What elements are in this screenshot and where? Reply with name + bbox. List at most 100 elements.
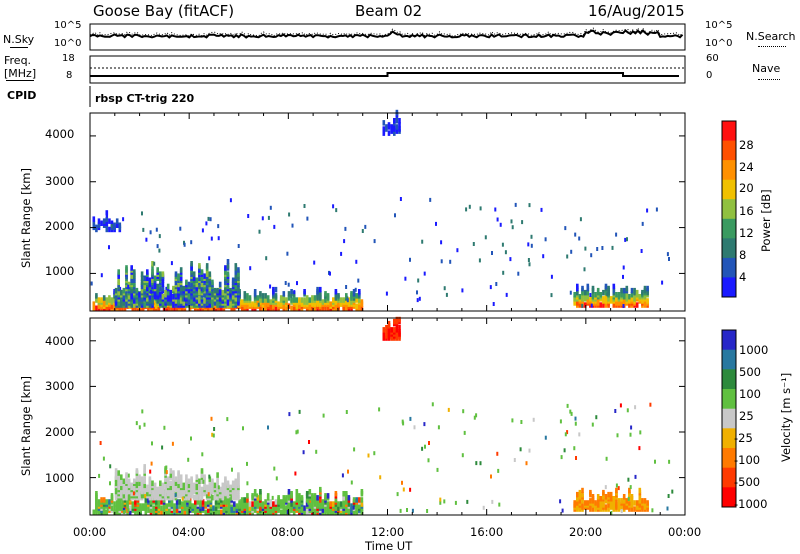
- velocity-cell-2: [630, 506, 634, 512]
- power-cell-1: [221, 289, 225, 296]
- velocity-scatter-point: [202, 479, 205, 484]
- power-cell-0: [110, 297, 114, 303]
- velocity-cell-1: [169, 480, 173, 486]
- velocity-scatter-point: [532, 417, 535, 422]
- velocity-cell-0: [329, 509, 332, 515]
- velocity-cell-2: [604, 504, 608, 510]
- velocity-scatter-point: [566, 430, 569, 435]
- power-scatter-point: [530, 234, 533, 239]
- power-cell-2: [622, 287, 626, 294]
- noise-right-tick-bottom: 10^0: [705, 38, 733, 49]
- velocity-cell-2: [630, 494, 634, 500]
- velocity-scatter-point: [439, 500, 442, 505]
- velocity-cell-0: [300, 495, 304, 501]
- velocity-cell-0: [227, 507, 231, 513]
- velocity-scatter-point: [569, 409, 572, 414]
- velocity-cell-1: [231, 494, 235, 501]
- velocity-cell-0: [350, 507, 353, 513]
- power-scatter-point: [201, 228, 204, 233]
- velocity-cbar-tick-100: 100: [739, 387, 761, 401]
- velocity-cell-0: [259, 505, 262, 511]
- velocity-cell-1: [127, 494, 131, 501]
- power-cell-0: [123, 305, 127, 311]
- velocity-cell-1: [190, 476, 193, 482]
- velocity-scatter-point: [629, 485, 632, 490]
- velocity-cell-0: [173, 503, 176, 509]
- power-scatter-point: [472, 242, 475, 246]
- velocity-colorbar-swatch: [722, 467, 736, 488]
- velocity-scatter-point: [426, 509, 429, 513]
- velocity-cell-1: [169, 484, 173, 491]
- power-cell-1: [120, 300, 123, 306]
- velocity-cell-2: [596, 494, 600, 500]
- power-cbar-tick-4: 4: [739, 270, 747, 284]
- power-cell-1: [174, 271, 178, 277]
- power-cell-1: [203, 298, 206, 304]
- power-scatter-point: [527, 242, 530, 247]
- velocity-cell-0: [253, 507, 257, 513]
- velocity-scatter-point: [463, 430, 466, 435]
- power-cell-0: [324, 305, 327, 311]
- power-scatter-point: [399, 197, 402, 201]
- power-cell-0: [358, 289, 361, 295]
- power-cell-0: [272, 286, 275, 293]
- power-cell-1: [148, 277, 152, 283]
- velocity-cell-0: [319, 486, 322, 493]
- velocity-cell-2: [607, 491, 610, 498]
- power-scatter-point: [668, 257, 670, 261]
- power-cell-1: [198, 275, 201, 281]
- velocity-scatter-point: [561, 508, 564, 513]
- velocity-cell-2: [628, 487, 631, 494]
- power-cell-1: [130, 287, 133, 294]
- power-scatter-point: [306, 216, 309, 221]
- velocity-cell-1: [153, 482, 157, 489]
- power-scatter-point: [269, 284, 272, 289]
- power-cell-2: [641, 298, 644, 304]
- velocity-cell-1: [166, 476, 170, 482]
- velocity-cell-1: [135, 480, 139, 486]
- power-cell-1: [226, 283, 230, 290]
- velocity-scatter-point: [525, 461, 528, 466]
- velocity-cell-0: [277, 505, 280, 511]
- power-scatter-point: [155, 227, 158, 232]
- velocity-scatter-point: [627, 477, 630, 482]
- power-cell-2: [635, 289, 639, 296]
- power-cell-1: [130, 265, 133, 271]
- power-cell-0: [233, 305, 236, 311]
- power-cell-1: [153, 289, 157, 296]
- power-scatter-point: [456, 248, 459, 253]
- velocity-scatter-point: [138, 425, 141, 430]
- velocity-cell-1: [138, 474, 141, 480]
- power-ytick-3000: 3000: [45, 174, 75, 188]
- velocity-scatter-point: [462, 409, 465, 414]
- power-scatter-point: [494, 207, 497, 212]
- power-cell-1: [140, 279, 144, 286]
- velocity-scatter-point: [298, 409, 301, 414]
- velocity-scatter-point: [482, 505, 485, 510]
- velocity-cell-0: [246, 497, 249, 503]
- power-scatter-point: [261, 216, 264, 221]
- power-cell-0: [355, 303, 358, 309]
- power-scatter-point: [590, 303, 593, 308]
- power-scatter-point: [550, 274, 553, 279]
- velocity-scatter-point: [563, 448, 566, 453]
- power-cell-0: [303, 297, 306, 303]
- velocity-cell-3: [393, 327, 396, 333]
- velocity-scatter-point: [620, 509, 623, 514]
- power-cell-1: [125, 292, 128, 298]
- power-cell-1: [143, 302, 146, 308]
- velocity-cell-1: [208, 476, 212, 482]
- power-cell-1: [203, 302, 206, 308]
- power-cell-0: [266, 295, 270, 301]
- power-cell-1: [195, 277, 199, 283]
- velocity-scatter-point: [544, 435, 547, 440]
- velocity-cell-3: [390, 327, 393, 333]
- power-cell-1: [159, 275, 162, 281]
- velocity-cell-3: [385, 333, 388, 339]
- power-cell-0: [155, 301, 158, 307]
- velocity-scatter-point: [428, 441, 430, 445]
- power-scatter-point: [404, 276, 407, 281]
- power-cell-0: [256, 295, 260, 301]
- power-cell-0: [337, 301, 340, 307]
- power-scatter-point: [156, 244, 159, 249]
